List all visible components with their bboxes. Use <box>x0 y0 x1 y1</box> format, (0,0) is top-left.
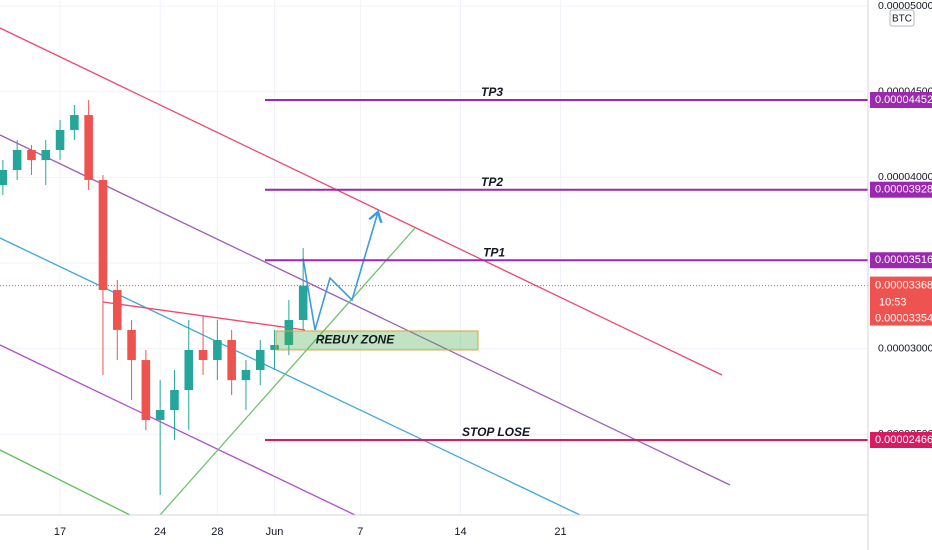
candle-body <box>27 149 36 161</box>
grid <box>0 0 868 515</box>
level-label: TP2 <box>481 175 503 189</box>
candle-body <box>55 129 65 150</box>
drawings <box>0 27 731 515</box>
price-tag <box>870 91 932 108</box>
channel-line <box>0 134 731 486</box>
price-tag-label: 0.00003368 <box>875 279 932 291</box>
price-tag-label: 0.00002466 <box>875 434 932 446</box>
level-label: TP1 <box>483 245 505 259</box>
candle-body <box>213 340 222 361</box>
candle-body <box>184 349 194 391</box>
x-tick-label: Jun <box>266 526 284 538</box>
price-tag <box>870 252 932 269</box>
candle-body <box>41 149 51 161</box>
trend-line <box>159 227 416 515</box>
price-tag <box>870 432 932 449</box>
candle-body <box>12 149 22 171</box>
candle-body <box>112 290 122 330</box>
candle-body <box>284 319 294 345</box>
channel-line <box>0 27 723 376</box>
x-tick-label: 7 <box>357 526 363 538</box>
price-tag <box>870 276 932 326</box>
candle-body <box>227 340 236 381</box>
level-label: TP3 <box>481 85 503 99</box>
projection-arrow <box>302 212 378 331</box>
channel-line <box>0 344 356 515</box>
unit-label: BTC <box>892 14 912 25</box>
x-tick-label: 21 <box>554 526 566 538</box>
candle-body <box>298 285 308 320</box>
candle-body <box>141 360 151 420</box>
x-tick-label: 24 <box>154 526 166 538</box>
y-tick-label: 0.00004000 <box>878 171 932 183</box>
channel-line <box>0 449 131 515</box>
y-tick-label: 0.00003000 <box>878 342 932 354</box>
zone-label: REBUY ZONE <box>316 333 395 347</box>
x-tick-label: 17 <box>54 526 66 538</box>
x-tick-label: 14 <box>454 526 466 538</box>
candle-body <box>127 329 136 361</box>
channel-line <box>0 237 581 515</box>
candle-body <box>84 115 93 180</box>
candle-body <box>70 115 79 130</box>
price-tag-label: 0.00004452 <box>875 94 932 106</box>
price-tag-label: 0.00003516 <box>875 254 932 266</box>
candle-body <box>155 410 165 420</box>
plot: REBUY ZONE TP3 TP2 TP1 STOP LOSE <box>0 85 868 495</box>
candle-body <box>98 179 108 291</box>
trend-line <box>102 301 306 331</box>
candle-body <box>0 170 8 186</box>
y-tick-label: 0.00005000 <box>878 0 932 12</box>
unit-box <box>889 9 915 27</box>
candle-body <box>170 390 179 411</box>
price-tag <box>870 181 932 198</box>
countdown-label: 10:53 <box>879 296 907 308</box>
level-label: STOP LOSE <box>462 425 531 439</box>
x-tick-label: 28 <box>211 526 223 538</box>
candle-body <box>198 349 208 361</box>
rebuy-zone <box>275 330 479 351</box>
price-tag-label: 0.00003928 <box>875 184 932 196</box>
candle-body <box>241 369 251 381</box>
price-tag-label: 0.00003354 <box>875 312 932 324</box>
candle-body <box>270 344 279 350</box>
axis-labels: 0.000050000.000045000.000040000.00003500… <box>54 0 932 538</box>
price-axis <box>868 0 932 550</box>
candle-body <box>255 349 265 370</box>
